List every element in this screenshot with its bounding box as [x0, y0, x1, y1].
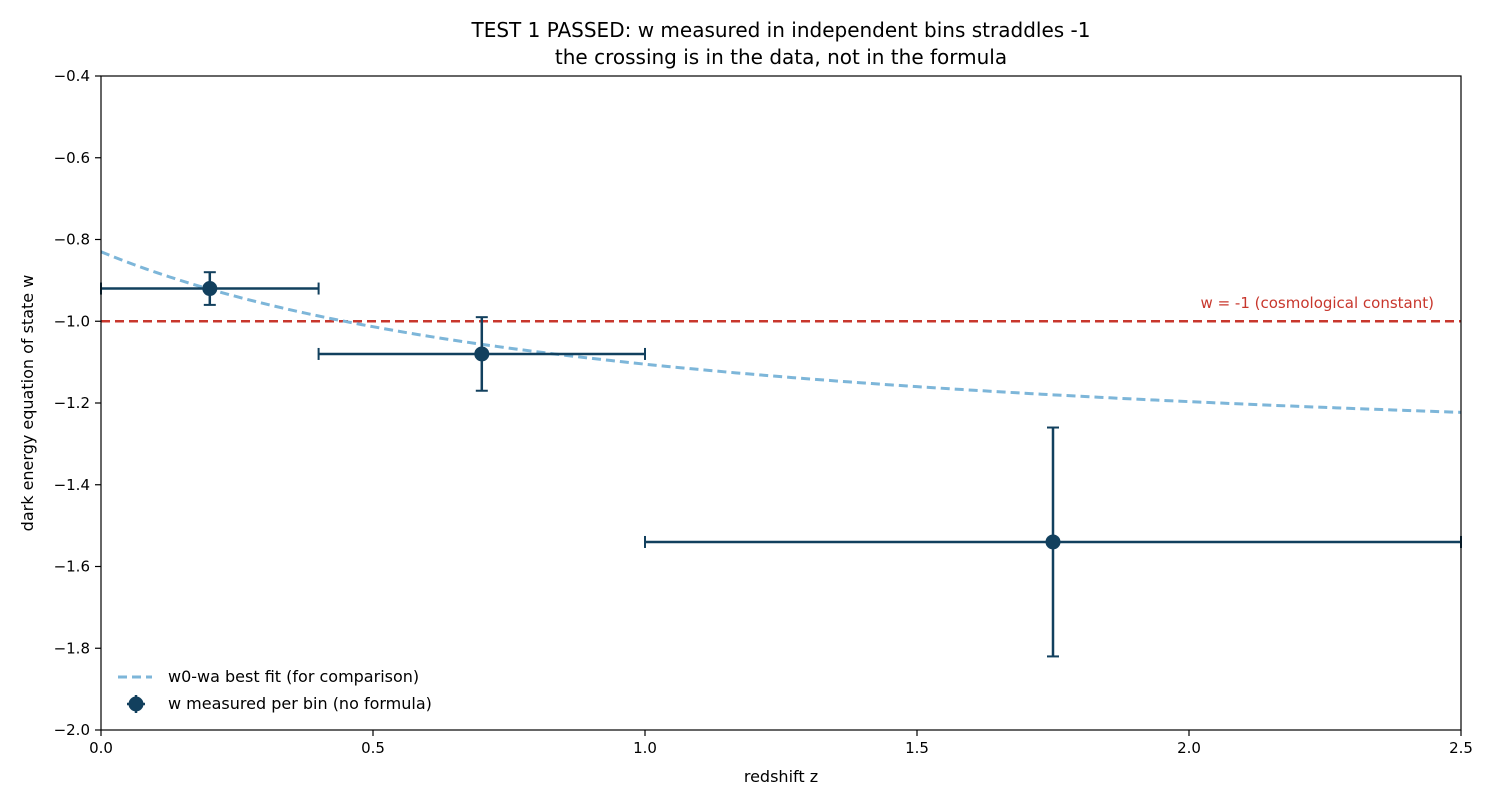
y-tick-label: −1.0: [54, 312, 90, 330]
y-tick-label: −1.2: [54, 394, 90, 412]
chart-title: TEST 1 PASSED: w measured in independent…: [471, 18, 1091, 42]
y-tick-label: −1.8: [54, 639, 90, 657]
errorbar-point-2: [644, 426, 1462, 658]
x-tick-label: 1.5: [905, 739, 929, 757]
chart-subtitle: the crossing is in the data, not in the …: [555, 45, 1007, 69]
x-tick-label: 2.5: [1449, 739, 1473, 757]
x-tick-label: 1.0: [633, 739, 657, 757]
x-tick-label: 0.5: [361, 739, 385, 757]
y-axis: −2.0 −1.8 −1.6 −1.4 −1.2 −1.0 −0.8 −0.6 −0.4: [54, 67, 101, 739]
y-tick-label: −0.6: [54, 149, 90, 167]
y-tick-label: −0.4: [54, 67, 90, 85]
plot-frame: [100, 75, 1462, 731]
data-point: [1045, 534, 1061, 550]
y-tick-label: −1.6: [54, 558, 90, 576]
data-point: [474, 346, 490, 362]
reference-line-label: w = -1 (cosmological constant): [1201, 294, 1434, 312]
errorbar-point-0: [100, 271, 320, 306]
legend-marker-measured: [128, 696, 144, 712]
fit-curve: [100, 250, 1462, 414]
x-tick-label: 2.0: [1177, 739, 1201, 757]
y-tick-label: −1.4: [54, 476, 90, 494]
legend: w0-wa best fit (for comparison) w measur…: [118, 667, 432, 713]
plot-marks: [100, 250, 1462, 658]
legend-label-measured: w measured per bin (no formula): [168, 694, 432, 713]
x-axis: 0.0 0.5 1.0 1.5 2.0 2.5: [89, 730, 1473, 757]
x-tick-label: 0.0: [89, 739, 113, 757]
legend-label-fit: w0-wa best fit (for comparison): [168, 667, 419, 686]
errorbar-point-1: [317, 316, 646, 392]
data-point: [202, 281, 218, 297]
x-axis-label: redshift z: [744, 767, 818, 786]
y-tick-label: −0.8: [54, 231, 90, 249]
y-axis-label: dark energy equation of state w: [18, 275, 37, 532]
y-tick-label: −2.0: [54, 721, 90, 739]
